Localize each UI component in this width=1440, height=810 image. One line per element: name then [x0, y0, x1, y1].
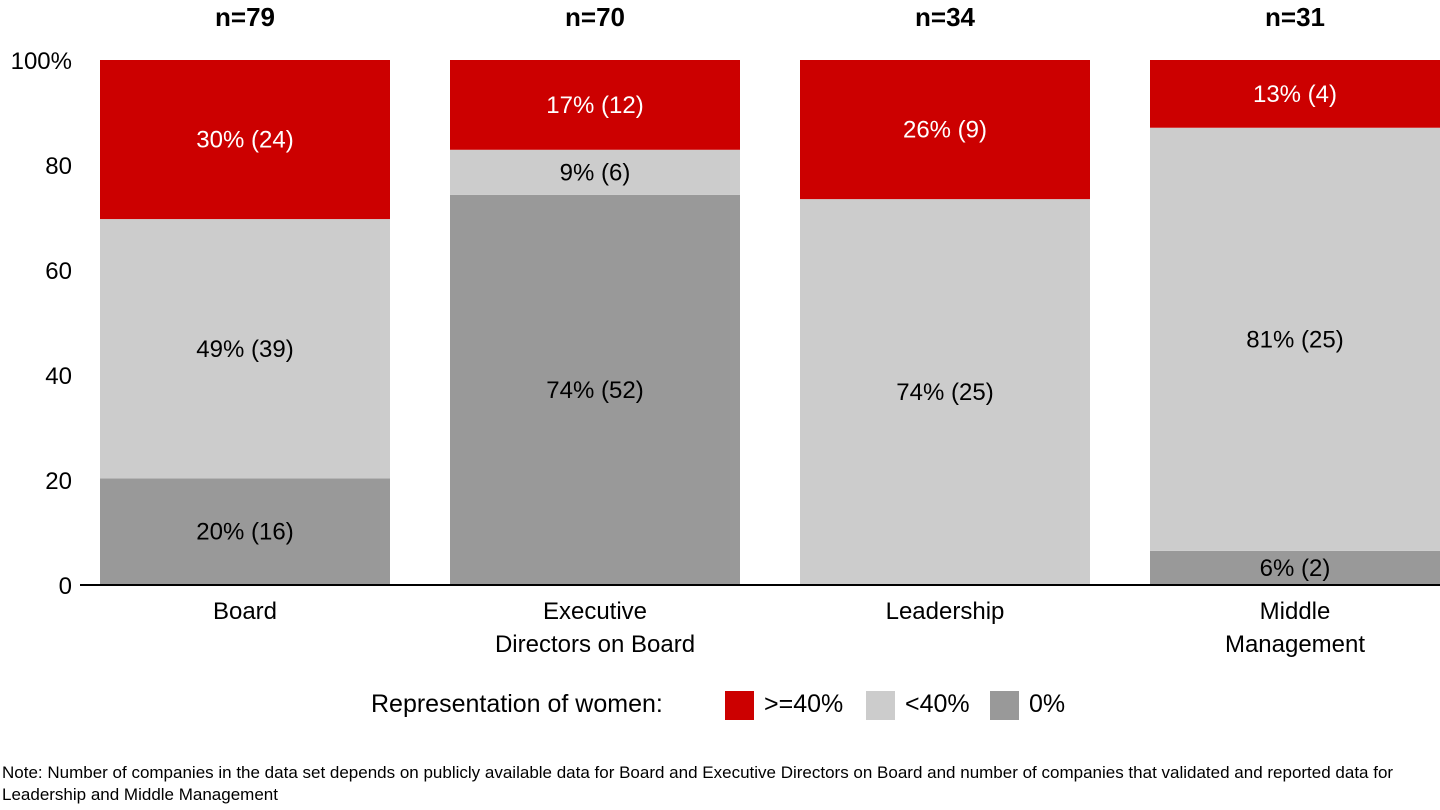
y-tick-label-5: 100% [11, 48, 72, 75]
legend-label-zero: 0% [1029, 690, 1066, 718]
bar-segment-1-0 [450, 194, 740, 586]
category-label-1-line-0: Executive [543, 598, 647, 625]
bar-segment-3-2 [1150, 60, 1440, 128]
bars-group: 20% (16) 49% (39) 30% (24) 74% (52) 9% (6) 17… [100, 60, 1440, 586]
x-axis-labels: Board Executive Directors on Board Leadersh… [213, 598, 1365, 658]
sample-size-labels: n=79 n=70 n=34 n=31 [215, 2, 1325, 32]
y-tick-label-1: 20 [45, 468, 72, 495]
sample-size-label-1: n=70 [565, 2, 625, 32]
bar-segment-1-1 [450, 149, 740, 195]
bar-segment-0-2 [100, 60, 390, 220]
legend-swatch-high [725, 691, 754, 720]
bar-segment-1-2 [450, 60, 740, 150]
data-label-3-2: 13% (4) [1253, 81, 1337, 108]
category-label-3-line-0: Middle [1260, 598, 1331, 625]
data-label-1-2: 17% (12) [546, 92, 643, 119]
data-label-0-0: 20% (16) [196, 519, 293, 546]
y-tick-label-3: 60 [45, 258, 72, 285]
footnote: Note: Number of companies in the data se… [2, 763, 1394, 804]
y-tick-label-2: 40 [45, 363, 72, 390]
sample-size-label-2: n=34 [915, 2, 976, 32]
data-label-1-0: 74% (52) [546, 377, 643, 404]
data-label-0-2: 30% (24) [196, 127, 293, 154]
category-label-3-line-1: Management [1225, 631, 1365, 658]
bar-segment-2-1 [800, 199, 1090, 585]
legend-swatch-low [866, 691, 895, 720]
category-label-1-line-1: Directors on Board [495, 631, 695, 658]
bar-segment-3-1 [1150, 127, 1440, 551]
legend-title: Representation of women: [371, 690, 663, 718]
sample-size-label-3: n=31 [1265, 2, 1325, 32]
y-axis: 0 20 40 60 80 100% [11, 48, 72, 600]
bar-segment-3-0 [1150, 550, 1440, 585]
data-label-3-0: 6% (2) [1260, 555, 1331, 582]
legend-label-low: <40% [905, 690, 970, 718]
data-label-2-2: 26% (9) [903, 117, 987, 144]
data-label-1-1: 9% (6) [560, 159, 631, 186]
legend-swatch-zero [990, 691, 1019, 720]
y-tick-label-4: 80 [45, 153, 72, 180]
legend-label-high: >=40% [764, 690, 844, 718]
sample-size-label-0: n=79 [215, 2, 275, 32]
data-label-3-1: 81% (25) [1246, 326, 1343, 353]
bar-segment-0-0 [100, 478, 390, 585]
data-label-0-1: 49% (39) [196, 336, 293, 363]
y-tick-label-0: 0 [59, 573, 72, 600]
data-label-2-1: 74% (25) [896, 379, 993, 406]
category-label-2-line-0: Leadership [886, 598, 1005, 625]
legend: Representation of women: >=40% <40% 0% [0, 686, 1440, 726]
bar-segment-2-2 [800, 60, 1090, 200]
bar-segment-0-1 [100, 219, 390, 479]
category-label-0-line-0: Board [213, 598, 277, 625]
